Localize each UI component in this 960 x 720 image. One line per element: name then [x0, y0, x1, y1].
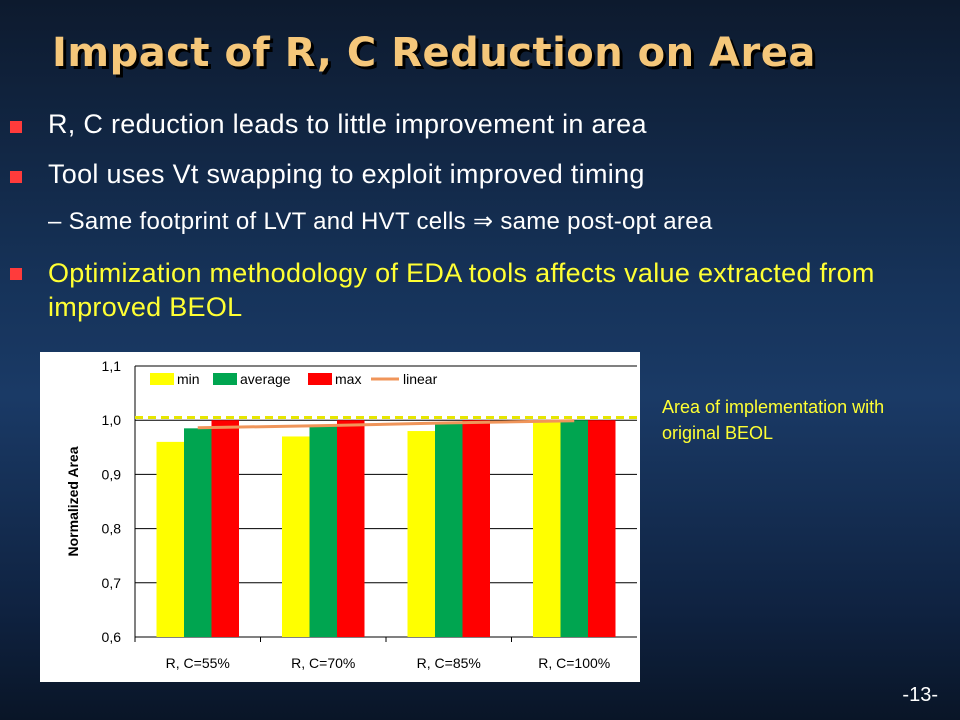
bullet-marker-icon — [10, 171, 22, 183]
bar-average — [560, 420, 588, 637]
x-tick-label: R, C=100% — [538, 655, 610, 671]
bullet-item: Optimization methodology of EDA tools af… — [10, 256, 928, 324]
bar-min — [407, 431, 435, 637]
bullet-item: Tool uses Vt swapping to exploit improve… — [10, 159, 645, 190]
bar-average — [435, 422, 463, 637]
y-tick-label: 0,9 — [102, 466, 122, 482]
reference-line-annotation: Area of implementation with original BEO… — [662, 397, 885, 443]
bullet-text: Optimization methodology of EDA tools af… — [48, 258, 875, 322]
bar-max — [337, 420, 365, 637]
bar-max — [462, 420, 490, 637]
x-tick-label: R, C=55% — [166, 655, 230, 671]
y-tick-label: 1,0 — [102, 412, 122, 428]
y-tick-label: 0,7 — [102, 575, 122, 591]
bullet-marker-icon — [10, 268, 22, 280]
sub-bullet-text: – Same footprint of LVT and HVT cells ⇒ … — [48, 208, 713, 235]
bar-max — [588, 420, 616, 637]
bar-max — [211, 420, 239, 637]
legend-label: linear — [403, 371, 438, 387]
bar-min — [282, 436, 310, 637]
legend-label: min — [177, 371, 200, 387]
bar-min — [156, 441, 184, 637]
bar-min — [533, 420, 561, 637]
legend-swatch-average — [213, 373, 237, 385]
x-tick-label: R, C=70% — [291, 655, 355, 671]
y-tick-label: 0,6 — [102, 629, 122, 645]
legend-swatch-min — [150, 373, 174, 385]
x-tick-label: R, C=85% — [417, 655, 481, 671]
slide-title: Impact of R, C Reduction on Area — [52, 30, 816, 76]
page-number: -13- — [902, 684, 938, 706]
y-tick-label: 0,8 — [102, 521, 122, 537]
trend-line — [197, 419, 575, 430]
bullet-text: R, C reduction leads to little improveme… — [48, 109, 647, 139]
legend-swatch-max — [308, 373, 332, 385]
legend-label: average — [240, 371, 291, 387]
bullet-text: Tool uses Vt swapping to exploit improve… — [48, 159, 645, 189]
y-axis-label: Normalized Area — [65, 446, 81, 556]
legend-label: max — [335, 371, 361, 387]
y-tick-label: 1,1 — [102, 358, 122, 374]
bullet-item: R, C reduction leads to little improveme… — [10, 109, 647, 140]
bar-average — [184, 428, 212, 637]
bar-average — [309, 425, 337, 637]
bullet-marker-icon — [10, 121, 22, 133]
